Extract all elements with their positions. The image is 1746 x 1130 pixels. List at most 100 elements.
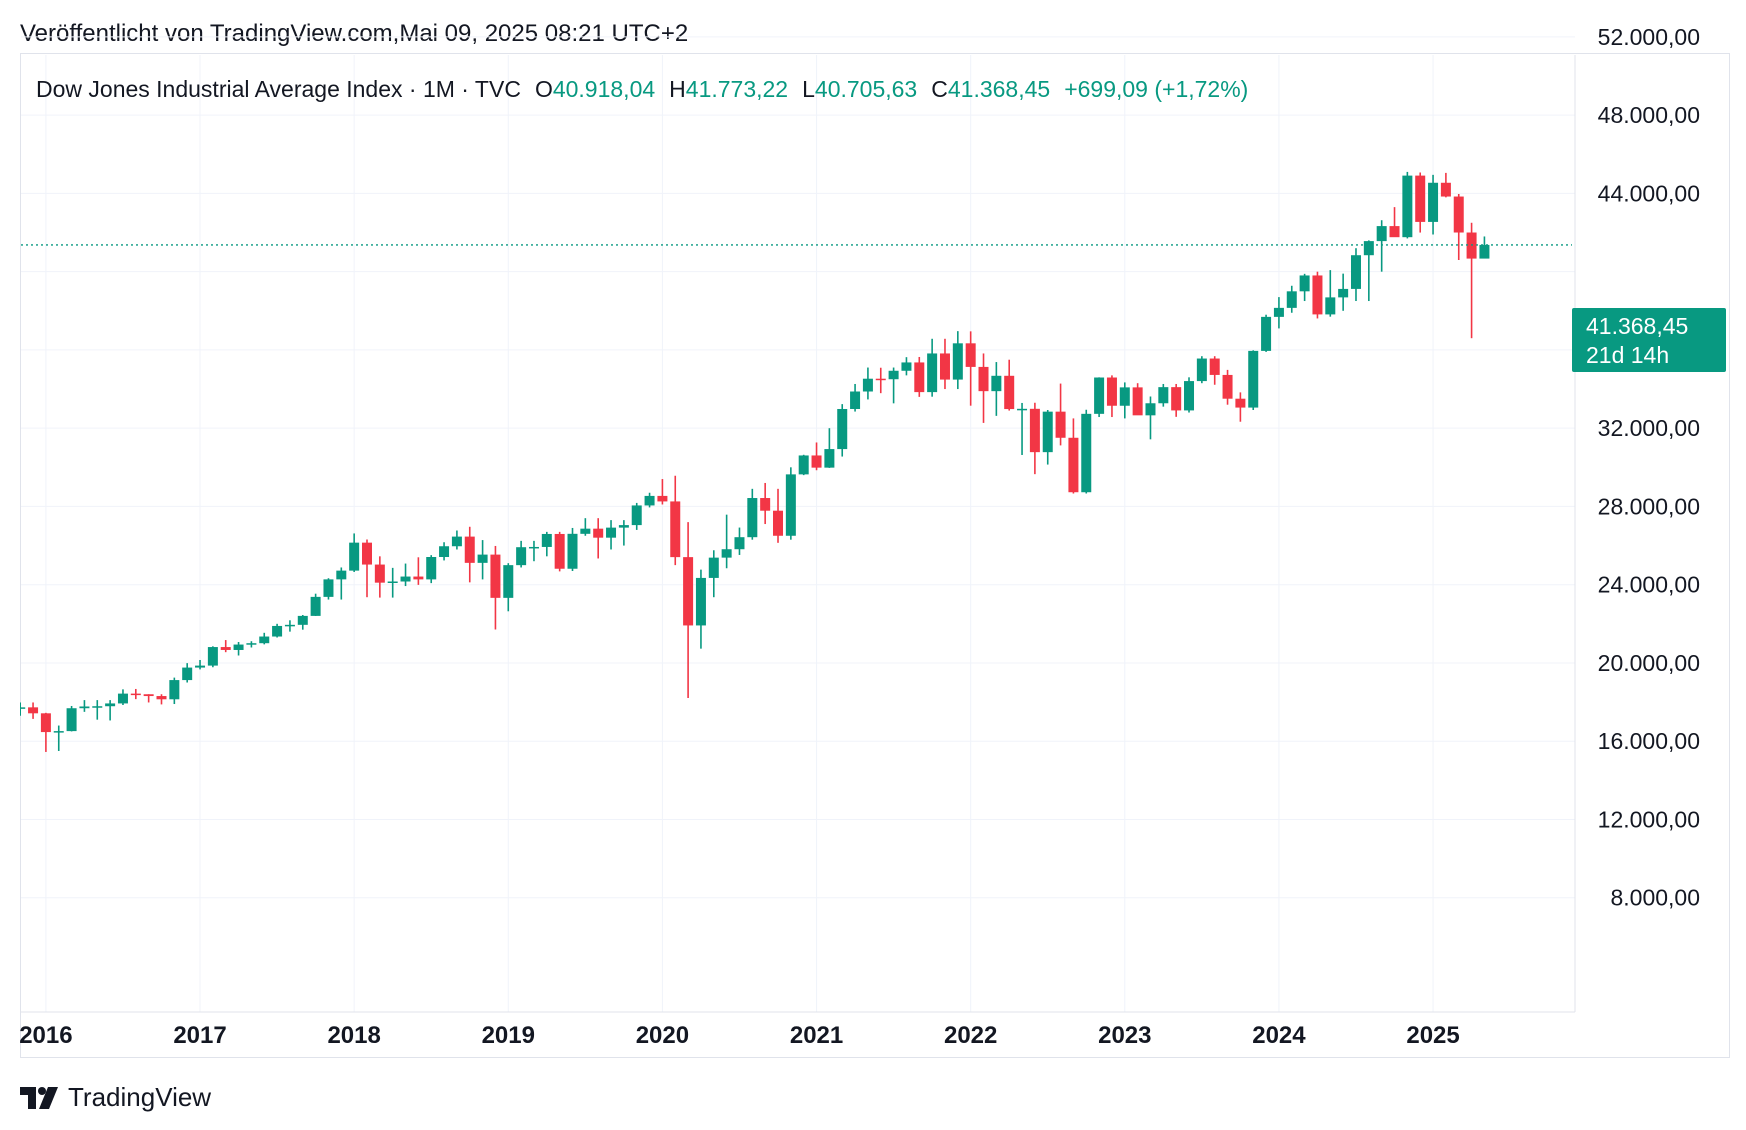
candle xyxy=(1312,271,1323,319)
candle-body xyxy=(92,706,103,708)
candle xyxy=(349,533,360,572)
x-tick-label: 2018 xyxy=(327,1022,380,1049)
candle xyxy=(1042,409,1053,465)
candle xyxy=(1428,174,1439,235)
candle-body xyxy=(1338,288,1349,298)
candle-body xyxy=(721,549,732,558)
candle-body xyxy=(939,353,950,380)
candle xyxy=(708,550,719,598)
candle xyxy=(1158,383,1169,407)
legend-symbol: Dow Jones Industrial Average Index · 1M … xyxy=(36,76,521,102)
candle-body xyxy=(362,542,372,565)
candle-body xyxy=(811,455,822,468)
candle xyxy=(1068,418,1079,494)
candle xyxy=(220,640,231,653)
candle xyxy=(1299,273,1310,302)
grid-lines xyxy=(21,36,1576,1013)
candle xyxy=(1248,350,1259,410)
candle-body xyxy=(40,713,51,733)
candle-body xyxy=(1402,175,1413,238)
candle xyxy=(362,539,372,598)
candle-body xyxy=(734,537,745,550)
chart-frame[interactable] xyxy=(20,53,1730,1058)
candle xyxy=(1261,314,1272,352)
candle-body xyxy=(323,579,334,597)
x-tick-label: 2022 xyxy=(944,1022,997,1049)
candles xyxy=(15,171,1490,752)
candle xyxy=(92,700,103,720)
candle xyxy=(644,492,655,508)
candle xyxy=(1094,377,1105,418)
candle-body xyxy=(1094,377,1105,414)
candle xyxy=(1196,356,1207,384)
candle xyxy=(207,646,218,668)
candle xyxy=(606,520,617,550)
candle-body xyxy=(1132,387,1143,416)
candle xyxy=(169,677,180,705)
x-tick-label: 2023 xyxy=(1098,1022,1151,1049)
candle xyxy=(541,531,552,557)
candle xyxy=(490,545,501,630)
x-tick-label: 2025 xyxy=(1406,1022,1459,1049)
y-tick-label: 20.000,00 xyxy=(1598,650,1700,676)
y-tick-label: 28.000,00 xyxy=(1598,493,1700,519)
candle-body xyxy=(850,391,861,409)
candle-body xyxy=(708,557,719,578)
candle xyxy=(1184,377,1195,413)
x-axis-labels: 2016 2017 2018 2019 2020 2021 2022 2023 2024 2025 xyxy=(19,1022,1460,1049)
candle-body xyxy=(1119,387,1130,406)
candle xyxy=(259,632,270,645)
candle xyxy=(734,527,745,555)
candle-body xyxy=(284,624,295,627)
candle-body xyxy=(978,366,989,392)
candle xyxy=(1415,172,1426,233)
candle xyxy=(1119,382,1130,419)
candle xyxy=(451,530,462,550)
candle-body xyxy=(15,707,26,709)
y-tick-label: 48.000,00 xyxy=(1598,102,1700,128)
candle xyxy=(1453,194,1464,260)
candle-body xyxy=(1017,408,1028,411)
candle xyxy=(683,522,694,698)
candle-body xyxy=(426,557,437,580)
candle-body xyxy=(1350,255,1361,289)
candle xyxy=(1376,220,1387,272)
candle-body xyxy=(567,533,578,569)
candle-body xyxy=(477,554,488,563)
candle xyxy=(130,688,141,700)
candle xyxy=(143,694,154,703)
candle xyxy=(618,520,629,546)
tradingview-logo[interactable]: TradingView xyxy=(20,1082,211,1113)
candle-body xyxy=(785,474,796,536)
candle-body xyxy=(1235,398,1246,408)
candle-body xyxy=(927,353,938,393)
x-tick-label: 2019 xyxy=(482,1022,535,1049)
candle-body xyxy=(1273,307,1284,317)
candle xyxy=(695,569,706,649)
candle-body xyxy=(1055,411,1066,438)
candle-body xyxy=(747,498,758,538)
candle-body xyxy=(220,647,231,650)
candle-body xyxy=(1363,241,1374,256)
candle-body xyxy=(1325,297,1336,315)
candle xyxy=(939,338,950,390)
candle-body xyxy=(117,693,128,704)
candle xyxy=(1081,409,1092,494)
candle-body xyxy=(439,546,450,558)
candle-body xyxy=(618,525,629,528)
y-tick-label: 12.000,00 xyxy=(1598,806,1700,832)
candle-body xyxy=(541,533,552,547)
last-price-value: 41.368,45 xyxy=(1586,313,1689,339)
candle-body xyxy=(1261,316,1272,351)
candle xyxy=(721,514,732,569)
candle xyxy=(156,694,167,705)
candle-body xyxy=(670,501,681,558)
candle-body xyxy=(182,667,193,681)
legend-open: 40.918,04 xyxy=(552,76,656,102)
candle-body xyxy=(1312,275,1323,315)
candle xyxy=(1235,392,1246,422)
candle xyxy=(837,404,848,457)
candle xyxy=(503,563,514,612)
candle-body xyxy=(1158,387,1169,404)
